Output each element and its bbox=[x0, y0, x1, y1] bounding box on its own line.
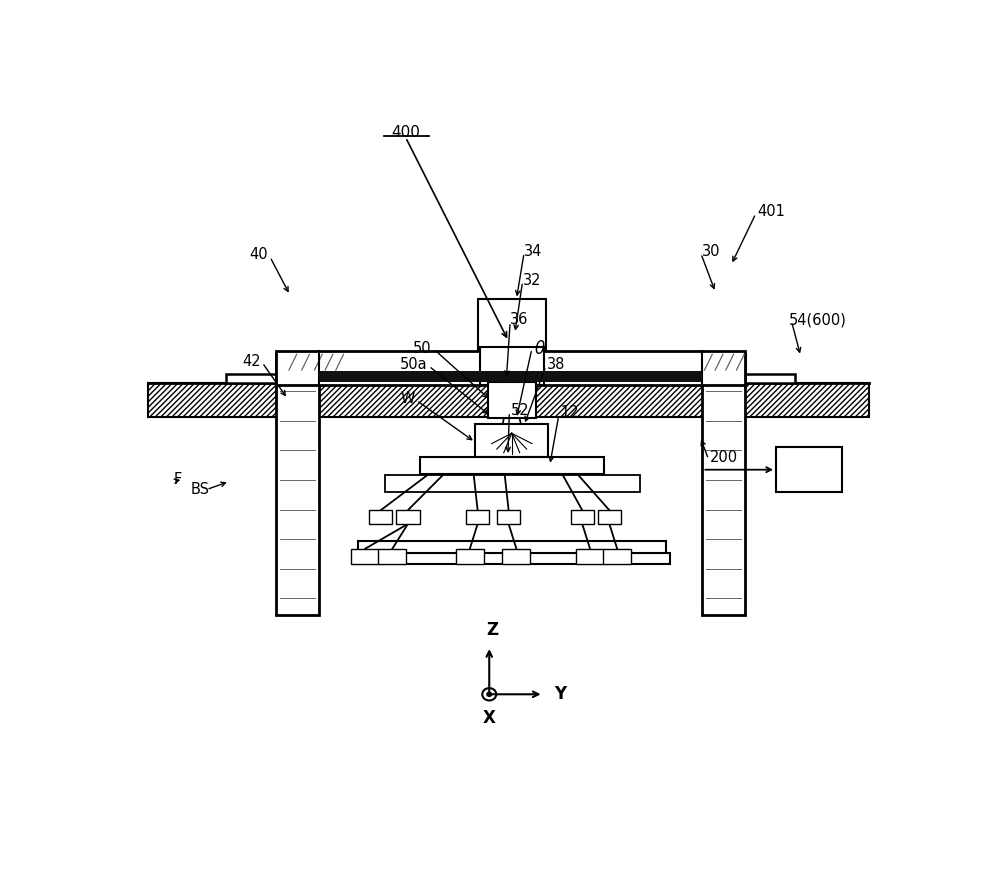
Bar bbox=[456, 549, 484, 564]
Bar bbox=[276, 351, 745, 385]
Text: 54(600): 54(600) bbox=[788, 312, 846, 327]
Bar bbox=[358, 541, 666, 555]
Bar bbox=[351, 549, 379, 564]
Text: 36: 36 bbox=[510, 312, 529, 327]
Text: 38: 38 bbox=[547, 357, 566, 372]
Text: 401: 401 bbox=[757, 204, 785, 219]
Text: 34: 34 bbox=[524, 244, 542, 259]
Bar bbox=[488, 383, 536, 418]
Bar bbox=[369, 510, 392, 524]
Bar bbox=[378, 549, 406, 564]
Text: 30: 30 bbox=[702, 244, 721, 259]
Text: X: X bbox=[483, 709, 496, 727]
Circle shape bbox=[487, 692, 492, 697]
Text: 50: 50 bbox=[413, 342, 432, 356]
Text: 40: 40 bbox=[250, 247, 268, 262]
Text: 200: 200 bbox=[710, 450, 738, 465]
Text: Z: Z bbox=[486, 622, 498, 640]
Bar bbox=[776, 447, 842, 491]
Bar bbox=[319, 371, 702, 382]
Text: BS: BS bbox=[191, 482, 210, 497]
Bar bbox=[478, 300, 546, 351]
Text: 42: 42 bbox=[242, 353, 261, 368]
Bar bbox=[480, 347, 544, 385]
Bar bbox=[571, 510, 594, 524]
Bar bbox=[466, 510, 489, 524]
Bar bbox=[420, 457, 604, 475]
Bar bbox=[598, 510, 621, 524]
Bar bbox=[502, 549, 530, 564]
Text: 400: 400 bbox=[391, 125, 420, 140]
Bar bbox=[276, 354, 319, 615]
Bar bbox=[603, 549, 631, 564]
Bar bbox=[226, 374, 795, 384]
Bar bbox=[475, 425, 548, 458]
Text: 12: 12 bbox=[561, 405, 579, 420]
Bar bbox=[148, 384, 869, 417]
Bar bbox=[576, 549, 604, 564]
Bar bbox=[702, 354, 745, 615]
Bar bbox=[497, 510, 520, 524]
Text: W: W bbox=[400, 392, 415, 407]
Bar bbox=[385, 475, 640, 491]
Text: Y: Y bbox=[554, 685, 566, 703]
Text: $\theta$: $\theta$ bbox=[534, 340, 546, 358]
Text: F: F bbox=[174, 472, 182, 487]
Bar bbox=[396, 510, 420, 524]
Text: 50a: 50a bbox=[400, 357, 427, 372]
Text: 52: 52 bbox=[511, 403, 530, 418]
Text: 32: 32 bbox=[523, 273, 541, 287]
Bar bbox=[354, 553, 670, 564]
